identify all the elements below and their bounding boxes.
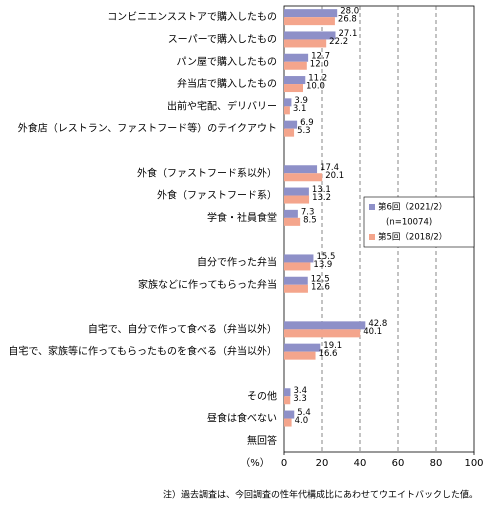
value-label: 16.6 <box>319 349 338 359</box>
bar <box>284 17 335 26</box>
value-label: 12.0 <box>310 59 329 69</box>
value-label: 5.3 <box>297 126 311 136</box>
value-label: 22.2 <box>329 37 348 47</box>
y-tick-label: 出前や宅配、デリバリー <box>167 99 277 112</box>
bar <box>284 106 290 115</box>
value-label: 27.1 <box>338 29 357 39</box>
bar <box>284 284 308 293</box>
y-tick-label: 弁当店で購入したもの <box>177 77 277 90</box>
bar <box>284 76 306 85</box>
x-tick-label: 40 <box>354 458 367 469</box>
y-tick-label: パン屋で購入したもの <box>177 55 278 68</box>
y-tick-label: その他 <box>247 389 277 402</box>
value-label: 10.0 <box>306 82 325 92</box>
value-label: 6.9 <box>300 118 314 128</box>
y-tick-label: 自宅で、自分で作って食べる（弁当以外） <box>88 322 277 335</box>
y-tick-label: 自分で作った弁当 <box>197 255 277 268</box>
legend-label: 第6回（2021/2） <box>378 202 447 213</box>
bar <box>284 410 295 419</box>
bar <box>284 321 366 330</box>
bar <box>284 61 307 70</box>
bar <box>284 9 338 18</box>
value-label: 12.5 <box>311 274 330 284</box>
bar <box>284 351 316 360</box>
bar <box>284 254 314 263</box>
value-label: 12.7 <box>311 51 330 61</box>
value-label: 19.1 <box>323 341 342 351</box>
bar <box>284 173 323 182</box>
y-tick-label: 学食・社員食堂 <box>207 211 277 224</box>
bar <box>284 396 291 405</box>
value-label: 3.9 <box>294 96 308 106</box>
bar <box>284 128 295 137</box>
x-tick-label: 60 <box>392 458 405 469</box>
bar <box>284 418 292 427</box>
bar <box>284 195 310 204</box>
x-tick-label: 80 <box>430 458 443 469</box>
value-label: 11.2 <box>308 74 327 84</box>
bar <box>284 217 301 226</box>
value-label: 40.1 <box>363 327 382 337</box>
x-tick-label: 100 <box>464 458 483 469</box>
value-label: 28.0 <box>340 7 359 17</box>
y-tick-label: コンビニエンスストアで購入したもの <box>107 10 277 23</box>
value-label: 13.1 <box>312 185 331 195</box>
legend-swatch <box>369 234 375 240</box>
value-label: 13.9 <box>313 260 332 270</box>
x-tick-label: 20 <box>316 458 329 469</box>
y-tick-label: 無回答 <box>247 434 277 447</box>
value-label: 4.0 <box>295 416 309 426</box>
value-label: 3.1 <box>293 104 307 114</box>
bar <box>284 165 318 174</box>
y-tick-label: 家族などに作ってもらった弁当 <box>138 278 277 291</box>
x-axis-label: （%） <box>240 457 270 469</box>
bar <box>284 276 308 285</box>
bar <box>284 343 321 352</box>
bar <box>284 262 311 271</box>
y-tick-label: 自宅で、家族等に作ってもらったものを食べる（弁当以外） <box>8 345 277 358</box>
legend-note: (n=10074) <box>386 218 432 228</box>
legend-box <box>363 196 475 248</box>
bar <box>284 98 292 107</box>
bar <box>284 53 309 62</box>
bar <box>284 388 291 397</box>
y-tick-label: 外食（ファストフード系） <box>157 189 277 202</box>
bar <box>284 31 336 40</box>
value-label: 12.6 <box>311 282 330 292</box>
value-label: 5.4 <box>297 408 311 418</box>
bar <box>284 39 327 48</box>
value-label: 13.2 <box>312 193 331 203</box>
value-label: 7.3 <box>301 207 315 217</box>
y-tick-label: 外食（ファストフード系以外） <box>137 166 277 179</box>
value-label: 3.3 <box>293 394 307 404</box>
value-label: 15.5 <box>316 252 335 262</box>
y-tick-label: 外食店（レストラン、ファストフード等）のテイクアウト <box>18 122 277 135</box>
legend-swatch <box>369 204 375 210</box>
bar <box>284 329 361 338</box>
value-label: 17.4 <box>320 163 339 173</box>
y-tick-label: 昼食は食べない <box>207 412 277 425</box>
footnote: 注）過去調査は、今回調査の性年代構成比にあわせてウエイトバックした値。 <box>163 489 478 501</box>
legend-label: 第5回（2018/2） <box>378 232 447 243</box>
bar <box>284 187 309 196</box>
value-label: 3.4 <box>293 386 307 396</box>
x-tick-label: 0 <box>281 458 287 469</box>
y-tick-label: スーパーで購入したもの <box>168 32 277 45</box>
value-label: 20.1 <box>325 171 344 181</box>
bar <box>284 120 298 129</box>
bar <box>284 209 298 218</box>
value-label: 26.8 <box>338 15 357 25</box>
bar <box>284 84 303 93</box>
value-label: 42.8 <box>368 319 387 329</box>
value-label: 8.5 <box>303 215 317 225</box>
